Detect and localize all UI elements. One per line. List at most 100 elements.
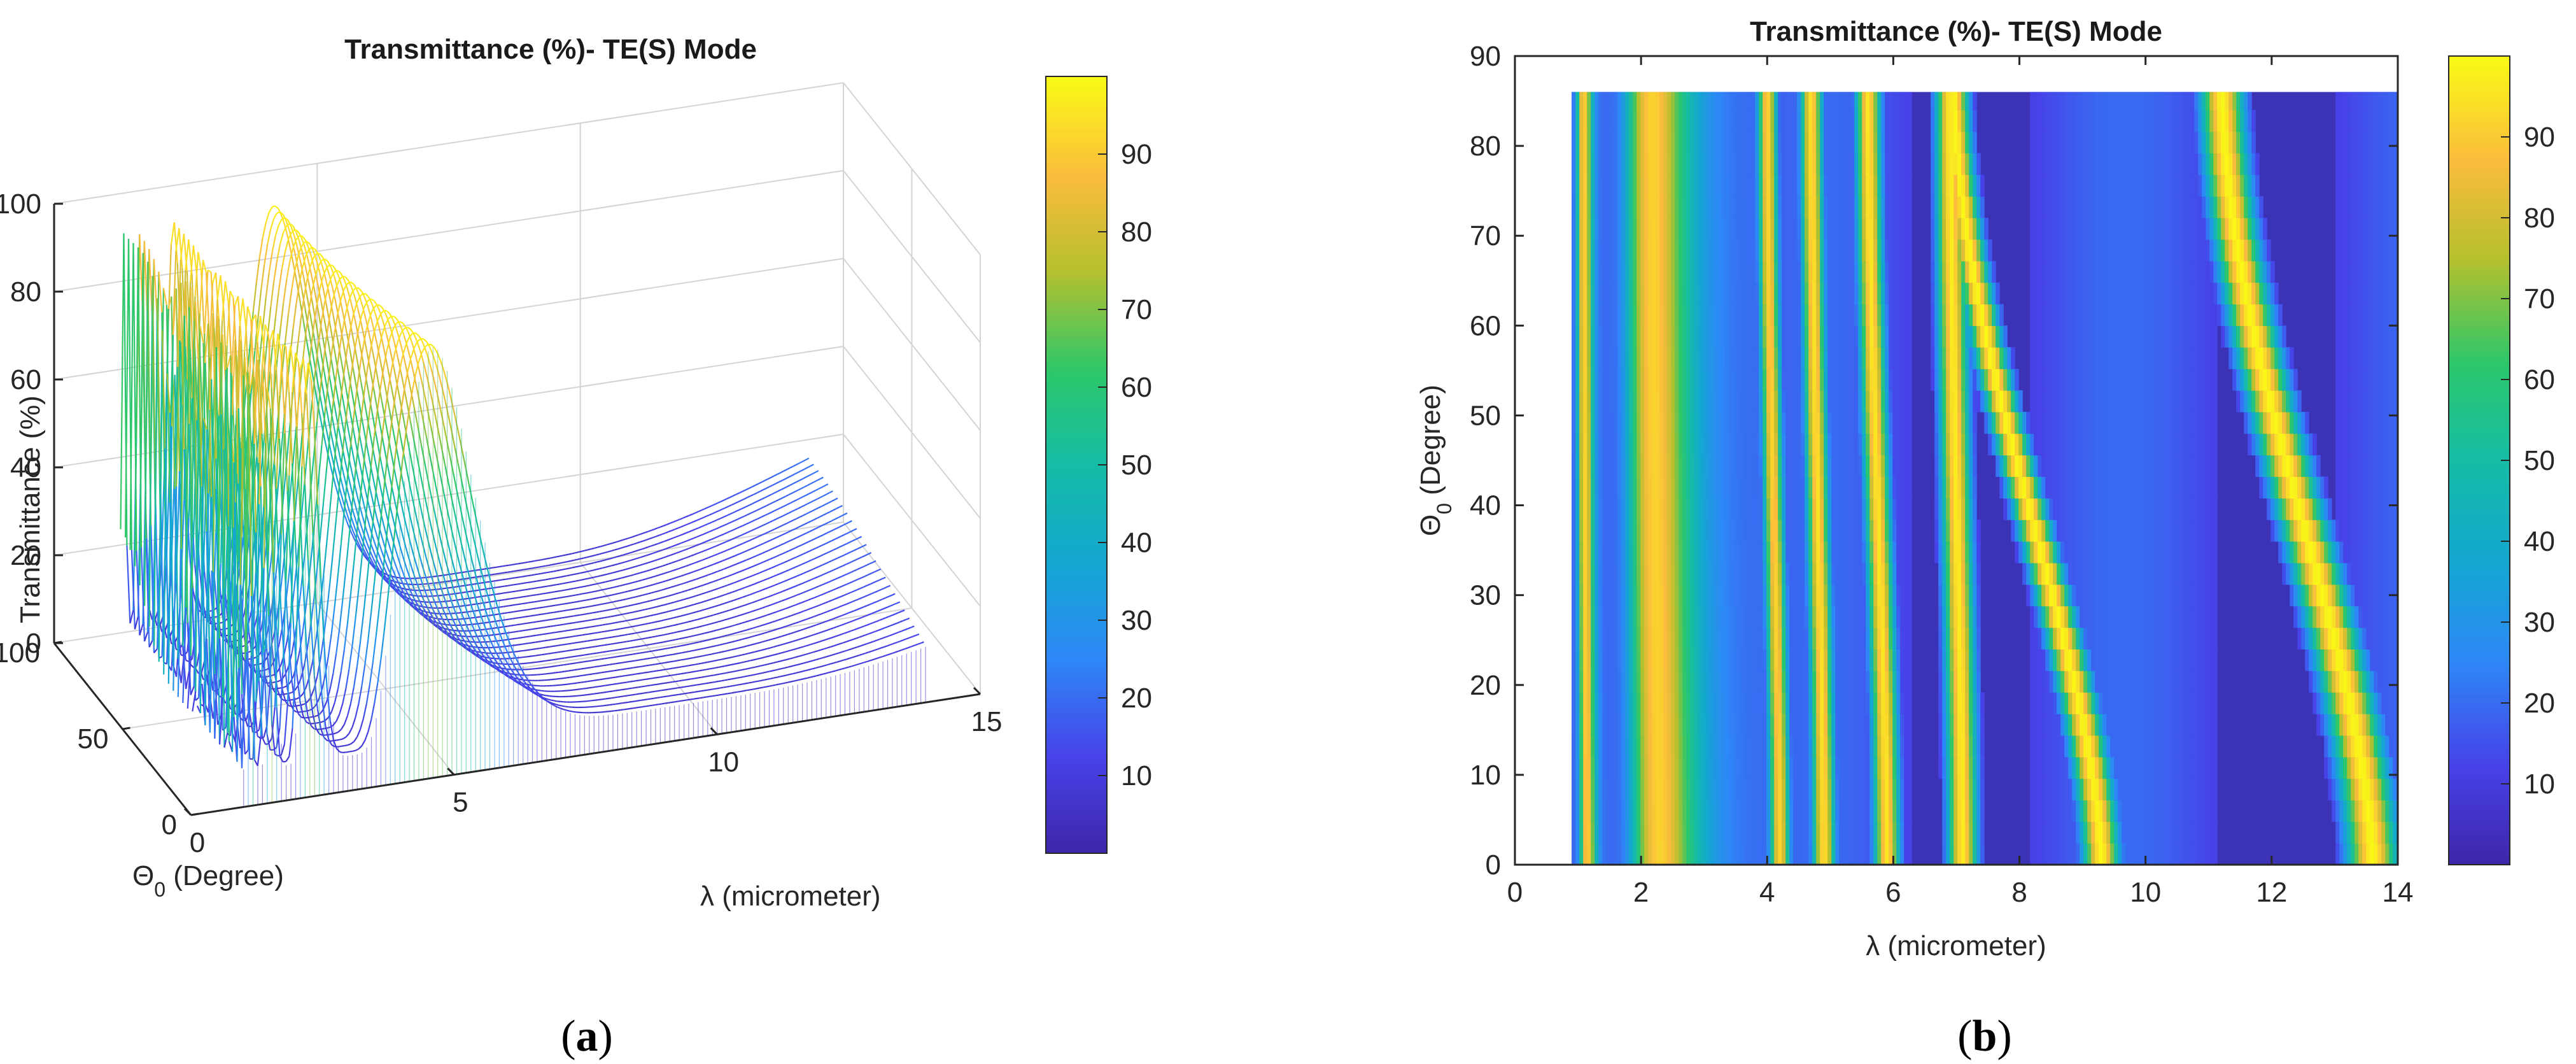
- panel-a-surface-segment: [542, 660, 547, 662]
- panel-a-surface-segment: [391, 352, 396, 369]
- panel-a-surface-segment: [596, 665, 600, 667]
- panel-a-surface-segment: [815, 546, 819, 549]
- panel-a-surface-segment: [788, 475, 792, 478]
- panel-a-surface-segment: [713, 597, 717, 600]
- panel-a-surface-segment: [784, 634, 788, 636]
- panel-a-surface-segment: [598, 658, 602, 660]
- panel-a-surface-segment: [393, 469, 398, 486]
- panel-a-surface-segment: [784, 522, 788, 525]
- panel-a-surface-segment: [599, 596, 603, 599]
- panel-a-surface-segment: [237, 296, 243, 341]
- panel-a-surface-segment: [798, 544, 802, 548]
- panel-a-surface-segment: [379, 310, 384, 315]
- panel-a-surface-segment: [798, 583, 802, 586]
- panel-a-surface-segment: [534, 600, 538, 603]
- panel-a-surface-segment: [618, 606, 622, 609]
- panel-a-surface-segment: [206, 429, 211, 695]
- panel-a-surface-segment: [779, 643, 784, 646]
- panel-a-surface-segment: [293, 709, 297, 713]
- panel-a-surface-segment: [790, 557, 794, 561]
- panel-a-surface-segment: [714, 553, 718, 557]
- panel-a-surface-segment: [419, 575, 424, 585]
- panel-a-surface-segment: [582, 606, 586, 609]
- panel-a-surface-segment: [844, 613, 848, 616]
- panel-a-surface-segment: [334, 314, 339, 334]
- panel-a-surface-segment: [295, 235, 300, 241]
- panel-a-surface-segment: [826, 530, 831, 534]
- panel-a-surface-segment: [871, 630, 875, 634]
- panel-a-surface-segment: [182, 607, 187, 704]
- panel-a-surface-segment: [757, 633, 761, 636]
- panel-a-surface-segment: [334, 731, 339, 735]
- panel-a-surface-segment: [560, 596, 563, 599]
- panel-a-surface-segment: [321, 301, 326, 320]
- panel-a-surface-segment: [632, 611, 637, 613]
- panel-a-surface-segment: [520, 582, 524, 585]
- panel-a-surface-segment: [409, 604, 414, 608]
- panel-a-surface-segment: [676, 567, 680, 571]
- panel-a-surface-segment: [498, 599, 502, 602]
- panel-a-surface-segment: [703, 515, 707, 519]
- panel-a-surface-segment: [311, 246, 316, 250]
- panel-a-surface-segment: [628, 687, 632, 690]
- panel-a-surface-segment: [731, 663, 735, 666]
- panel-a-surface-segment: [647, 561, 652, 564]
- panel-a-surface-segment: [792, 604, 796, 607]
- panel-a-surface-segment: [560, 677, 564, 679]
- panel-a-surface-segment: [770, 629, 774, 632]
- panel-a-surface-segment: [755, 483, 759, 486]
- panel-a-surface-segment: [791, 491, 796, 494]
- panel-a-surface-segment: [528, 588, 531, 590]
- panel-a-surface-segment: [265, 272, 270, 298]
- panel-a-surface-segment: [788, 548, 792, 552]
- panel-a-surface-segment: [352, 428, 357, 446]
- panel-a-surface-segment: [706, 548, 710, 551]
- panel-a-surface-segment: [481, 658, 485, 662]
- panel-a-surface-segment: [742, 621, 745, 624]
- panel-a-surface-segment: [624, 647, 629, 649]
- panel-a-surface-segment: [430, 551, 435, 565]
- panel-a-surface-segment: [721, 679, 725, 682]
- panel-a-surface-segment: [590, 653, 594, 655]
- panel-a-surface-segment: [666, 640, 670, 642]
- panel-a-surface-segment: [901, 609, 905, 613]
- panel-a-surface-segment: [811, 615, 815, 618]
- panel-a-surface-segment: [352, 510, 357, 521]
- panel-a-surface-segment: [721, 650, 725, 653]
- panel-a-surface-segment: [190, 320, 195, 656]
- panel-a-surface-segment: [775, 636, 779, 639]
- panel-a-surface-segment: [619, 539, 623, 542]
- panel-a-surface-segment: [766, 595, 771, 599]
- panel-a-surface-segment: [831, 539, 835, 542]
- panel-a-surface-segment: [747, 620, 752, 622]
- panel-a-surface-segment: [551, 577, 555, 579]
- panel-a-surface-segment: [338, 276, 343, 281]
- panel-a-surface-segment: [823, 552, 827, 555]
- panel-a-surface-segment: [466, 577, 470, 579]
- panel-a-surface-segment: [265, 410, 271, 491]
- panel-a-surface-segment: [355, 704, 360, 718]
- panel-a-surface-segment: [757, 599, 761, 602]
- panel-a-surface-segment: [793, 518, 797, 521]
- panel-a-surface-segment: [769, 502, 773, 505]
- panel-a-surface-segment: [716, 595, 720, 599]
- panel-a-surface-segment: [704, 523, 708, 526]
- panel-a-surface-segment: [391, 315, 395, 318]
- panel-a-surface-segment: [409, 421, 414, 439]
- panel-a-surface-segment: [864, 594, 869, 597]
- panel-a-surface-segment: [596, 583, 600, 585]
- panel-a-surface-segment: [521, 616, 526, 618]
- panel-a-surface-segment: [810, 519, 815, 522]
- panel-a-surface-segment: [523, 622, 527, 625]
- panel-a-surface-segment: [691, 649, 695, 652]
- panel-a-surface-segment: [357, 287, 362, 292]
- panel-a-surface-segment: [624, 620, 628, 622]
- panel-a-surface-segment: [596, 597, 600, 599]
- panel-a-surface-segment: [777, 644, 780, 647]
- panel-a-surface-segment: [148, 640, 153, 648]
- panel-a-surface-segment: [304, 241, 307, 243]
- panel-a-surface-segment: [407, 327, 411, 330]
- panel-a-surface-segment: [197, 252, 202, 274]
- panel-a-surface-segment: [343, 348, 348, 372]
- panel-a-surface-segment: [377, 571, 382, 576]
